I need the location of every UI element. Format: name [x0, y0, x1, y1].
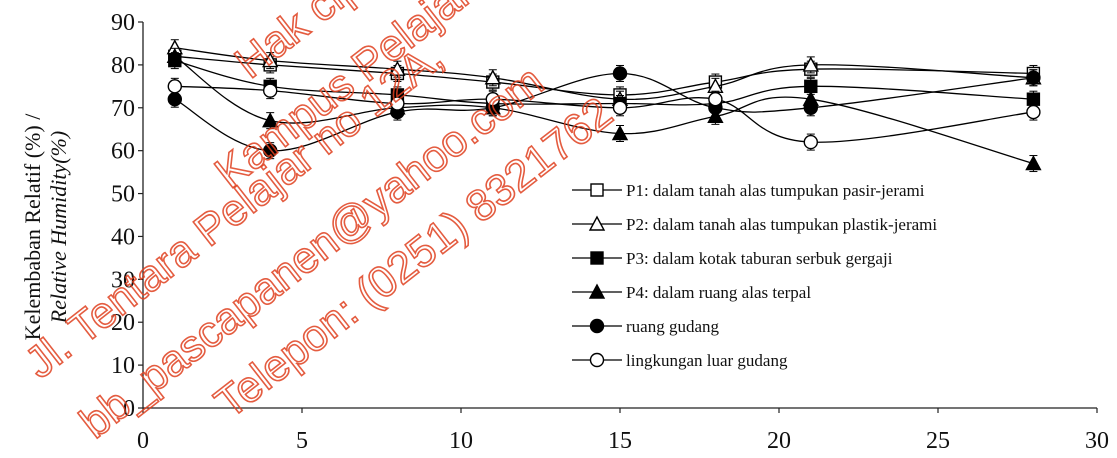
legend-label: P2: dalam tanah alas tumpukan plastik-je…	[626, 215, 937, 234]
y-tick-label: 50	[111, 182, 135, 208]
data-point	[611, 125, 629, 141]
y-tick-label: 80	[111, 53, 135, 79]
legend-marker	[589, 352, 605, 368]
legend-label: P3: dalam kotak taburan serbuk gergaji	[626, 249, 893, 268]
data-point	[485, 91, 500, 107]
legend-marker	[590, 183, 604, 197]
legend-item: P3: dalam kotak taburan serbuk gergaji	[572, 249, 893, 268]
y-axis-label-line1: Kelembaban Relatif (%) /	[20, 113, 45, 341]
series-4	[166, 47, 1042, 173]
data-point	[262, 52, 279, 68]
series-6	[167, 77, 1041, 151]
data-point	[804, 79, 818, 94]
legend-marker	[590, 251, 604, 265]
data-point	[166, 47, 183, 64]
y-tick-label: 90	[111, 10, 135, 36]
x-tick-label: 20	[767, 428, 791, 454]
legend-item: ruang gudang	[572, 317, 720, 336]
y-axis-label: Kelembaban Relatif (%) / Relative Humidi…	[20, 113, 71, 341]
x-tick-label: 15	[608, 428, 632, 454]
data-point	[1026, 70, 1041, 85]
legend-label: ruang gudang	[626, 317, 720, 336]
y-tick-label: 30	[111, 267, 135, 293]
data-point	[612, 66, 628, 81]
x-tick-label: 25	[926, 428, 950, 454]
data-point	[803, 134, 818, 150]
legend-item: P1: dalam tanah alas tumpukan pasir-jera…	[572, 181, 925, 200]
data-point	[802, 56, 819, 72]
legend: P1: dalam tanah alas tumpukan pasir-jera…	[572, 181, 937, 370]
y-tick-label: 40	[111, 224, 135, 250]
data-point	[612, 100, 628, 115]
series-line	[174, 85, 1034, 143]
data-point	[167, 79, 183, 94]
y-tick-label: 60	[111, 139, 135, 165]
legend-item: lingkungan luar gudang	[572, 351, 788, 370]
x-tick-label: 30	[1085, 428, 1109, 454]
data-point	[708, 91, 723, 107]
x-tick-label: 10	[449, 428, 473, 454]
data-point	[389, 60, 406, 76]
y-tick-labels: 0 10 20 30 40 50 60 70 80 90	[111, 10, 135, 422]
data-point	[803, 100, 818, 115]
legend-item: P2: dalam tanah alas tumpukan plastik-je…	[572, 215, 937, 234]
x-tick-label: 5	[296, 428, 308, 454]
axes	[138, 21, 1098, 413]
y-tick-label: 20	[111, 310, 135, 336]
legend-label: P4: dalam ruang alas terpal	[626, 283, 811, 302]
data-point	[1026, 104, 1041, 120]
data-point	[263, 143, 278, 158]
y-tick-label: 10	[111, 353, 135, 379]
data-point	[262, 112, 279, 128]
series-group	[166, 39, 1042, 173]
legend-marker	[588, 215, 606, 231]
legend-marker	[588, 283, 606, 299]
legend-item: P4: dalam ruang alas terpal	[572, 283, 811, 302]
data-point	[1026, 92, 1041, 106]
legend-marker	[589, 318, 605, 334]
y-tick-label: 0	[123, 396, 135, 422]
y-tick-label: 70	[111, 96, 135, 122]
data-point	[390, 96, 405, 111]
legend-label: P1: dalam tanah alas tumpukan pasir-jera…	[626, 181, 925, 200]
data-point	[484, 69, 501, 85]
y-axis-label-line2: Relative Humidity(%)	[46, 131, 71, 324]
data-point	[263, 83, 278, 98]
x-tick-labels: 0 5 10 15 20 25 30	[137, 428, 1109, 454]
x-tick-label: 0	[137, 428, 149, 454]
series-line	[174, 55, 1034, 165]
data-point	[1025, 155, 1042, 171]
legend-label: lingkungan luar gudang	[626, 351, 788, 370]
